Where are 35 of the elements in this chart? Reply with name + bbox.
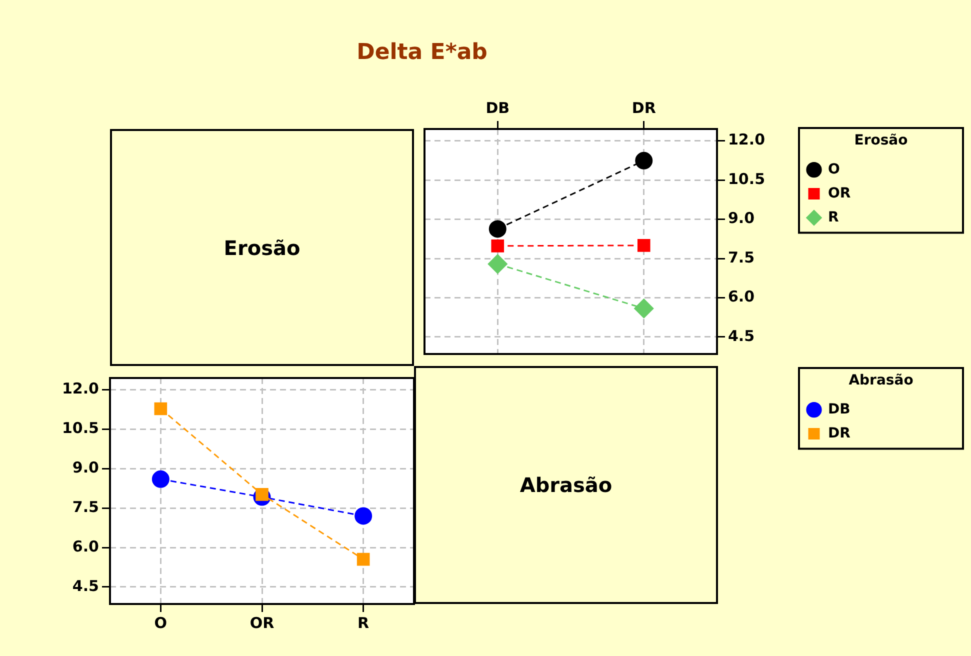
y-tick-label: 10.5	[62, 419, 99, 438]
x-tick-label: OR	[250, 614, 275, 632]
legend-label: DB	[828, 401, 850, 418]
legend-label: DR	[828, 425, 851, 442]
y-tick-label: 9.0	[728, 209, 755, 228]
y-tick-label: 6.0	[72, 537, 99, 556]
point	[356, 552, 370, 566]
y-tick-label: 6.0	[728, 288, 755, 306]
point	[354, 507, 372, 525]
chart-title: Delta E*ab	[356, 40, 488, 65]
x-tick-label: O	[154, 614, 168, 632]
x-tick-label: R	[358, 614, 370, 632]
legend-title: Abrasão	[848, 372, 914, 389]
legend-label: R	[828, 209, 839, 226]
y-tick-label: 9.0	[72, 458, 99, 477]
legend-title: Erosão	[854, 132, 908, 149]
text: Erosão	[224, 236, 300, 260]
y-tick-label: 7.5	[728, 248, 755, 266]
y-tick-label: 7.5	[72, 498, 99, 516]
text: Abrasão	[520, 473, 612, 497]
y-tick-label: 4.5	[728, 326, 755, 345]
point	[634, 298, 654, 318]
y-tick-label: 12.0	[728, 130, 766, 149]
point	[635, 152, 653, 170]
point	[637, 239, 650, 252]
legend-label: O	[828, 161, 840, 178]
point	[154, 402, 168, 416]
y-tick-label: 10.5	[728, 170, 766, 188]
y-tick-label: 12.0	[62, 380, 99, 398]
y-tick-label: 4.5	[72, 576, 99, 595]
point	[488, 220, 506, 238]
legend-label: OR	[828, 185, 851, 202]
point	[488, 254, 508, 274]
point	[491, 240, 504, 252]
point	[152, 470, 170, 488]
